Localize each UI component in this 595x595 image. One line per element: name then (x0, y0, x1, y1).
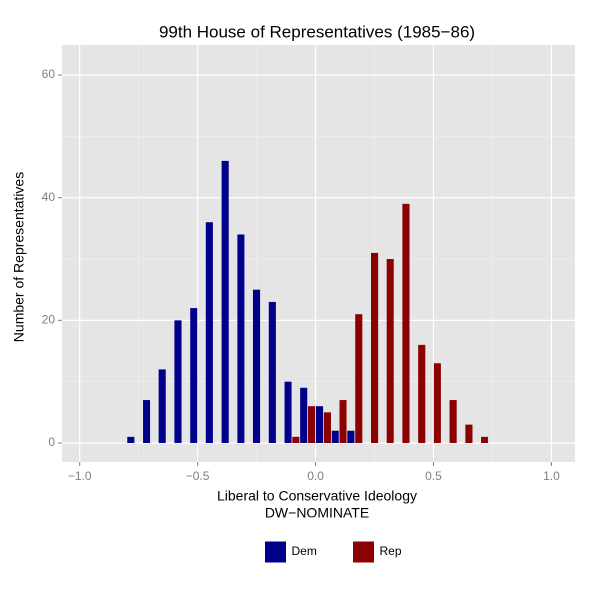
bar (465, 424, 473, 443)
bar (347, 430, 355, 443)
x-tick-label: 0.5 (425, 469, 442, 483)
x-tick-label: −1.0 (68, 469, 92, 483)
chart-title: 99th House of Representatives (1985−86) (159, 22, 475, 41)
bar (158, 369, 166, 443)
bar (339, 400, 347, 443)
x-tick-label: −0.5 (186, 469, 210, 483)
x-axis-label: DW−NOMINATE (265, 505, 369, 521)
bar (315, 406, 324, 443)
x-axis-label: Liberal to Conservative Ideology (217, 488, 417, 504)
legend-label: Dem (292, 544, 317, 558)
bar (221, 160, 229, 443)
bar (481, 436, 489, 443)
bar (402, 203, 410, 443)
bar (323, 412, 331, 443)
bar (252, 289, 261, 443)
x-tick-label: 0.0 (307, 469, 324, 483)
bar (433, 363, 441, 443)
bar (190, 308, 198, 443)
y-tick-label: 40 (42, 190, 56, 204)
legend-label: Rep (380, 544, 402, 558)
bar (174, 320, 182, 443)
bar (355, 314, 363, 443)
bar (300, 387, 308, 443)
bar (386, 259, 394, 443)
legend-swatch (352, 540, 375, 564)
bar (449, 400, 457, 443)
y-tick-label: 20 (42, 313, 56, 327)
bar (331, 430, 339, 443)
bar (127, 436, 135, 443)
y-axis-label: Number of Representatives (11, 172, 27, 342)
bar (418, 344, 426, 443)
bar (284, 381, 292, 443)
bar (292, 436, 300, 443)
y-tick-label: 60 (42, 67, 56, 81)
legend-swatch (264, 540, 287, 564)
bar (371, 252, 379, 443)
bar (237, 234, 245, 443)
bar (268, 301, 276, 443)
plot-panel (62, 45, 575, 462)
y-tick-label: 0 (48, 435, 55, 449)
x-tick-label: 1.0 (543, 469, 560, 483)
bar (205, 222, 213, 443)
bar (308, 406, 316, 443)
bar (143, 400, 151, 443)
